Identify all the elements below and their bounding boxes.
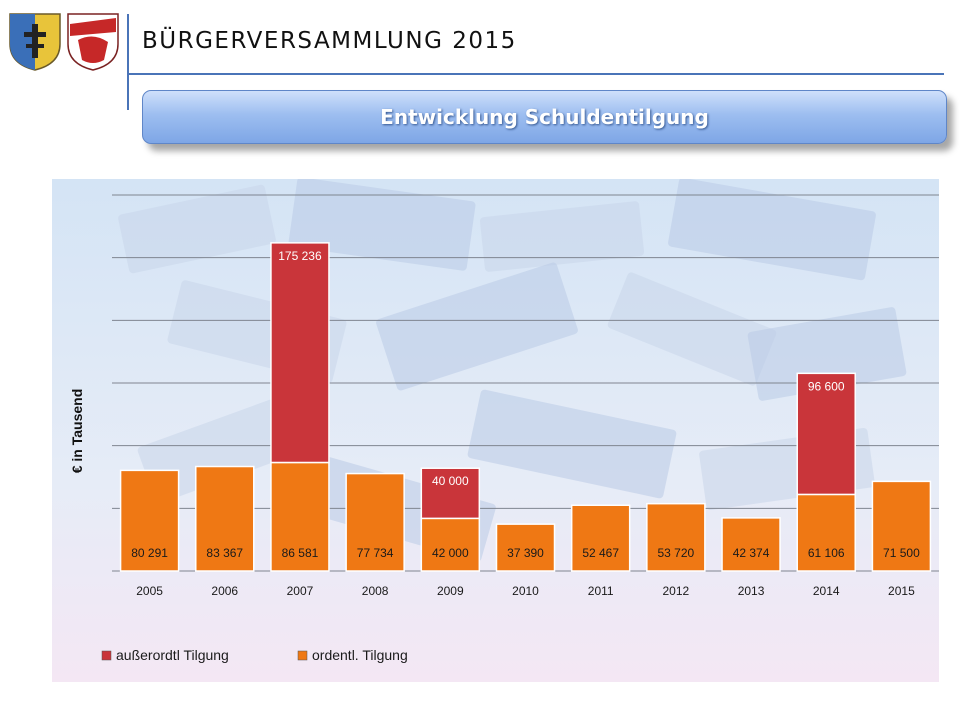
municipal-crests-logo bbox=[9, 13, 119, 71]
x-tick-label-2014: 2014 bbox=[813, 584, 840, 598]
chart-legend: außerordtl Tilgung ordentl. Tilgung bbox=[101, 647, 408, 663]
data-label-ordentl-2009: 42 000 bbox=[432, 546, 469, 560]
bar-ordentl-2006 bbox=[195, 465, 255, 572]
banknote-decoration bbox=[479, 201, 645, 272]
data-label-ordentl-2015: 71 500 bbox=[883, 546, 920, 560]
banknote-decoration bbox=[376, 262, 578, 391]
legend-label-1: ordentl. Tilgung bbox=[312, 647, 408, 663]
bar-ausserordentl-2009 bbox=[420, 467, 481, 520]
data-label-ordentl-2014: 61 106 bbox=[808, 546, 845, 560]
bar-ordentl-2012 bbox=[646, 502, 706, 572]
data-label-ordentl-2007: 86 581 bbox=[282, 546, 319, 560]
bar-ordentl-2014 bbox=[796, 493, 856, 572]
banknote-decoration bbox=[118, 184, 276, 274]
legend-label-0: außerordtl Tilgung bbox=[116, 647, 229, 663]
data-label-ausserordentl-2014: 96 600 bbox=[808, 379, 845, 393]
data-label-ordentl-2006: 83 367 bbox=[206, 546, 243, 560]
banknote-decoration bbox=[747, 307, 907, 401]
bar-ordentl-2010 bbox=[495, 523, 556, 572]
x-tick-label-2010: 2010 bbox=[512, 584, 539, 598]
bar-ordentl-2011 bbox=[570, 504, 631, 572]
bar-ausserordentl-2014 bbox=[796, 372, 856, 496]
crest-left-icon bbox=[9, 13, 61, 71]
bar-ordentl-2005 bbox=[119, 469, 180, 572]
legend-swatch-1 bbox=[297, 650, 308, 661]
x-tick-label-2009: 2009 bbox=[437, 584, 464, 598]
data-label-ordentl-2008: 77 734 bbox=[357, 546, 394, 560]
x-tick-label-2008: 2008 bbox=[362, 584, 389, 598]
background-artwork bbox=[118, 179, 907, 562]
banknote-decoration bbox=[607, 272, 777, 386]
y-axis-label: € in Tausend bbox=[69, 389, 85, 474]
header-horizontal-rule bbox=[128, 73, 944, 75]
data-label-ordentl-2010: 37 390 bbox=[507, 546, 544, 560]
x-tick-label-2013: 2013 bbox=[738, 584, 765, 598]
data-label-ordentl-2005: 80 291 bbox=[131, 546, 168, 560]
data-label-ausserordentl-2007: 175 236 bbox=[278, 249, 322, 263]
legend-swatch-0 bbox=[101, 650, 112, 661]
x-tick-label-2005: 2005 bbox=[136, 584, 163, 598]
chart-title: Entwicklung Schuldentilgung bbox=[380, 105, 709, 129]
page-title: BÜRGERVERSAMMLUNG 2015 bbox=[142, 28, 517, 54]
data-label-ordentl-2012: 53 720 bbox=[658, 546, 695, 560]
crest-right-icon bbox=[67, 13, 119, 71]
banknote-decoration bbox=[288, 179, 476, 271]
header-vertical-rule bbox=[127, 14, 129, 110]
data-label-ausserordentl-2009: 40 000 bbox=[432, 474, 469, 488]
chart-panel: 80 291 83 367 86 581 175 236 77 734 42 000 40 … bbox=[52, 179, 939, 682]
x-tick-label-2007: 2007 bbox=[287, 584, 314, 598]
bar-ordentl-2008 bbox=[345, 472, 405, 572]
bar-ordentl-2009 bbox=[420, 517, 481, 572]
x-axis-ticks: 2005 2006 2007 2008 2009 2010 2011 2012 2013 2014… bbox=[136, 584, 915, 598]
chart-title-banner: Entwicklung Schuldentilgung bbox=[142, 90, 947, 144]
x-tick-label-2015: 2015 bbox=[888, 584, 915, 598]
chart-bars: 80 291 83 367 86 581 175 236 77 734 42 000 40 … bbox=[119, 242, 932, 572]
bar-ordentl-2013 bbox=[721, 517, 781, 572]
x-tick-label-2006: 2006 bbox=[211, 584, 238, 598]
bar-ausserordentl-2007 bbox=[270, 242, 330, 464]
data-label-ordentl-2011: 52 467 bbox=[582, 546, 619, 560]
x-tick-label-2012: 2012 bbox=[663, 584, 690, 598]
bar-ordentl-2015 bbox=[871, 480, 932, 572]
banknote-decoration bbox=[467, 389, 677, 499]
banknote-decoration bbox=[137, 394, 307, 504]
debt-repayment-chart: 80 291 83 367 86 581 175 236 77 734 42 000 40 … bbox=[69, 179, 939, 663]
banknote-decoration bbox=[668, 179, 876, 281]
data-label-ordentl-2013: 42 374 bbox=[733, 546, 770, 560]
x-tick-label-2011: 2011 bbox=[588, 584, 614, 598]
